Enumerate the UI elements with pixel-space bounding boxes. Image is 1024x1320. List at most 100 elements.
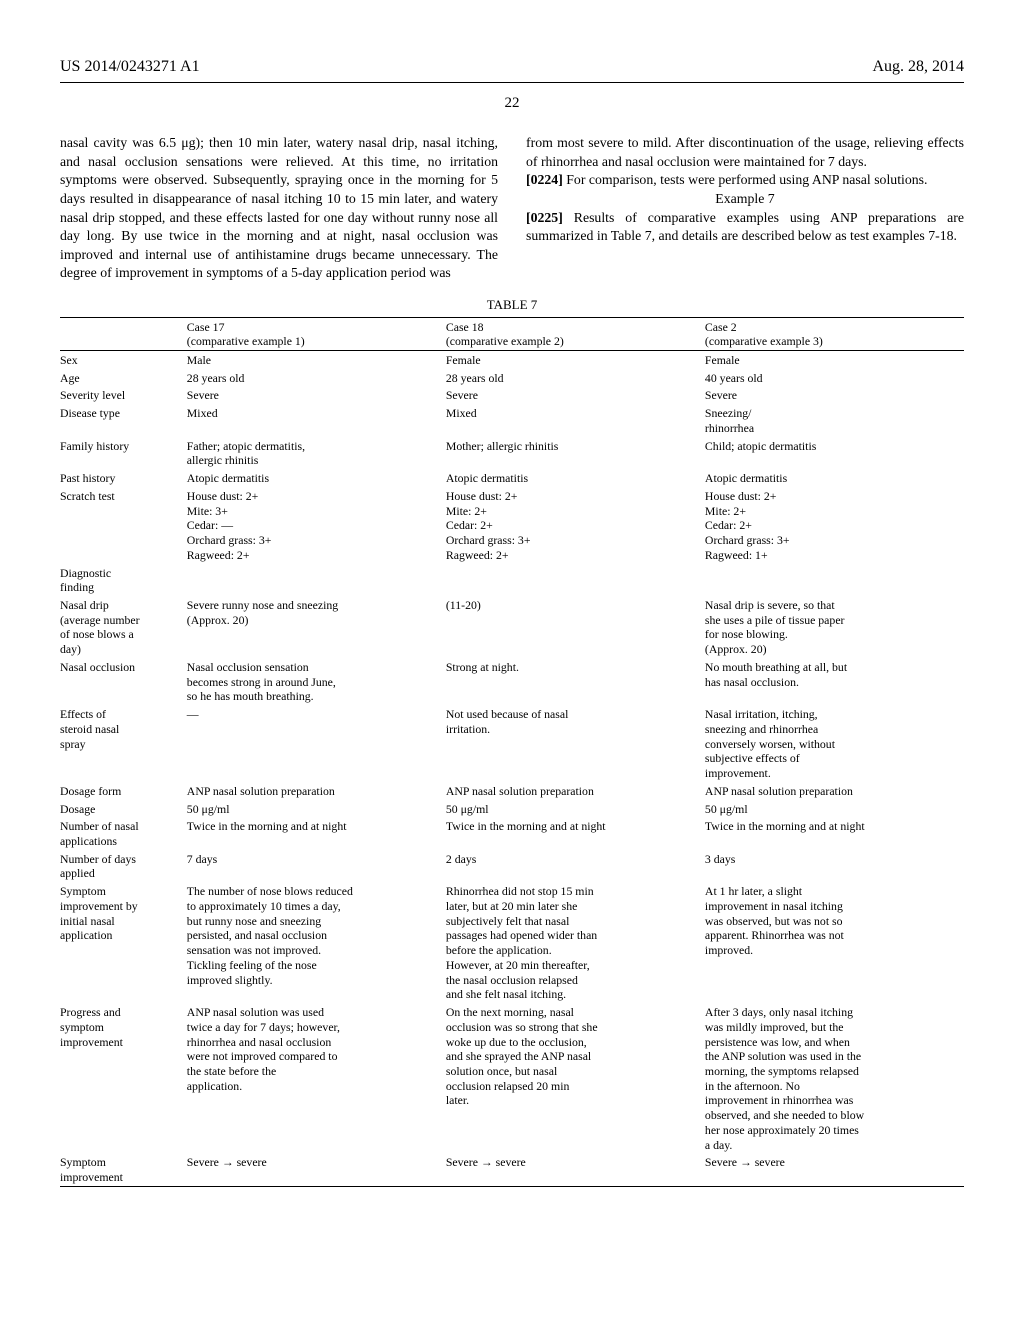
row-label: Severity level: [60, 387, 187, 405]
cell: 2 days: [446, 850, 705, 882]
table-row: Nasal drip (average number of nose blows…: [60, 596, 964, 658]
cell: ANP nasal solution preparation: [187, 782, 446, 800]
row-label: Age: [60, 369, 187, 387]
cell: —: [187, 706, 446, 783]
example-heading: Example 7: [526, 190, 964, 209]
table-row: Severity level Severe Severe Severe: [60, 387, 964, 405]
table-header-row: Case 17 (comparative example 1) Case 18 …: [60, 318, 964, 351]
cell: 40 years old: [705, 369, 964, 387]
page-number: 22: [60, 95, 964, 112]
col-header: Case 17 (comparative example 1): [187, 318, 446, 351]
table-row: Nasal occlusion Nasal occlusion sensatio…: [60, 658, 964, 705]
cell: Nasal occlusion sensation becomes strong…: [187, 658, 446, 705]
cell: Severe: [705, 387, 964, 405]
cell: ANP nasal solution was used twice a day …: [187, 1004, 446, 1154]
cell: Severe → severe: [446, 1154, 705, 1187]
cell: No mouth breathing at all, but has nasal…: [705, 658, 964, 705]
col-subtitle: (comparative example 1): [187, 334, 305, 348]
table-row: Sex Male Female Female: [60, 351, 964, 369]
cell: Atopic dermatitis: [187, 470, 446, 488]
cell: House dust: 2+ Mite: 2+ Cedar: 2+ Orchar…: [446, 487, 705, 564]
header-rule: [60, 82, 964, 83]
cell: Severe → severe: [705, 1154, 964, 1187]
cell: ANP nasal solution preparation: [705, 782, 964, 800]
cell: Severe → severe: [187, 1154, 446, 1187]
row-label: Symptom improvement by initial nasal app…: [60, 883, 187, 1004]
cell: Mother; allergic rhinitis: [446, 437, 705, 469]
cell: Mixed: [187, 405, 446, 437]
row-label: Symptom improvement: [60, 1154, 187, 1187]
table-row: Age 28 years old 28 years old 40 years o…: [60, 369, 964, 387]
table-row: Dosage form ANP nasal solution preparati…: [60, 782, 964, 800]
body-paragraph: from most severe to mild. After disconti…: [526, 134, 964, 171]
cell: [705, 564, 964, 596]
row-label: Past history: [60, 470, 187, 488]
col-title: Case 2: [705, 320, 737, 334]
cell: House dust: 2+ Mite: 3+ Cedar: — Orchard…: [187, 487, 446, 564]
paragraph-number: [0225]: [526, 210, 563, 225]
body-paragraph: nasal cavity was 6.5 μg); then 10 min la…: [60, 134, 498, 283]
table-row: Dosage 50 μg/ml 50 μg/ml 50 μg/ml: [60, 800, 964, 818]
col-title: Case 17: [187, 320, 225, 334]
row-label: Sex: [60, 351, 187, 369]
row-label: Family history: [60, 437, 187, 469]
row-label: Dosage: [60, 800, 187, 818]
row-label: Nasal occlusion: [60, 658, 187, 705]
body-columns: nasal cavity was 6.5 μg); then 10 min la…: [60, 134, 964, 283]
table-row: Symptom improvement by initial nasal app…: [60, 883, 964, 1004]
table-row: Disease type Mixed Mixed Sneezing/ rhino…: [60, 405, 964, 437]
cell: Severe: [446, 387, 705, 405]
cell: Nasal irritation, itching, sneezing and …: [705, 706, 964, 783]
cell: 50 μg/ml: [446, 800, 705, 818]
table-row: Progress and symptom improvement ANP nas…: [60, 1004, 964, 1154]
cell: Severe runny nose and sneezing (Approx. …: [187, 596, 446, 658]
row-label: Effects of steroid nasal spray: [60, 706, 187, 783]
cell: Atopic dermatitis: [446, 470, 705, 488]
cell: Rhinorrhea did not stop 15 min later, bu…: [446, 883, 705, 1004]
row-label: Number of nasal applications: [60, 818, 187, 850]
cell: House dust: 2+ Mite: 2+ Cedar: 2+ Orchar…: [705, 487, 964, 564]
paragraph-text: For comparison, tests were performed usi…: [563, 172, 928, 187]
cell: Female: [705, 351, 964, 369]
col-subtitle: (comparative example 3): [705, 334, 823, 348]
table-row: Symptom improvement Severe → severe Seve…: [60, 1154, 964, 1187]
running-header: US 2014/0243271 A1 Aug. 28, 2014: [60, 58, 964, 76]
col-title: Case 18: [446, 320, 484, 334]
doc-number: US 2014/0243271 A1: [60, 58, 200, 76]
cell: Atopic dermatitis: [705, 470, 964, 488]
table-row: Past history Atopic dermatitis Atopic de…: [60, 470, 964, 488]
page: US 2014/0243271 A1 Aug. 28, 2014 22 nasa…: [0, 0, 1024, 1320]
cell: 50 μg/ml: [705, 800, 964, 818]
row-label: Number of days applied: [60, 850, 187, 882]
cell: After 3 days, only nasal itching was mil…: [705, 1004, 964, 1154]
col-header: Case 2 (comparative example 3): [705, 318, 964, 351]
cell: 50 μg/ml: [187, 800, 446, 818]
row-label: Scratch test: [60, 487, 187, 564]
col-subtitle: (comparative example 2): [446, 334, 564, 348]
cell: Strong at night.: [446, 658, 705, 705]
cell: The number of nose blows reduced to appr…: [187, 883, 446, 1004]
cell: Twice in the morning and at night: [187, 818, 446, 850]
table-row: Number of nasal applications Twice in th…: [60, 818, 964, 850]
cell: Mixed: [446, 405, 705, 437]
cell: Twice in the morning and at night: [705, 818, 964, 850]
table-7: Case 17 (comparative example 1) Case 18 …: [60, 317, 964, 1187]
cell: On the next morning, nasal occlusion was…: [446, 1004, 705, 1154]
cell: ANP nasal solution preparation: [446, 782, 705, 800]
cell: [446, 564, 705, 596]
row-label: Disease type: [60, 405, 187, 437]
table-row: Diagnostic finding: [60, 564, 964, 596]
doc-date: Aug. 28, 2014: [872, 58, 964, 76]
table-row: Scratch test House dust: 2+ Mite: 3+ Ced…: [60, 487, 964, 564]
row-label: Progress and symptom improvement: [60, 1004, 187, 1154]
body-paragraph: [0225] Results of comparative examples u…: [526, 209, 964, 246]
cell: 7 days: [187, 850, 446, 882]
cell: 3 days: [705, 850, 964, 882]
cell: Female: [446, 351, 705, 369]
paragraph-number: [0224]: [526, 172, 563, 187]
row-label: Diagnostic finding: [60, 564, 187, 596]
table-caption: TABLE 7: [60, 297, 964, 313]
cell: Twice in the morning and at night: [446, 818, 705, 850]
cell: 28 years old: [446, 369, 705, 387]
cell: Nasal drip is severe, so that she uses a…: [705, 596, 964, 658]
